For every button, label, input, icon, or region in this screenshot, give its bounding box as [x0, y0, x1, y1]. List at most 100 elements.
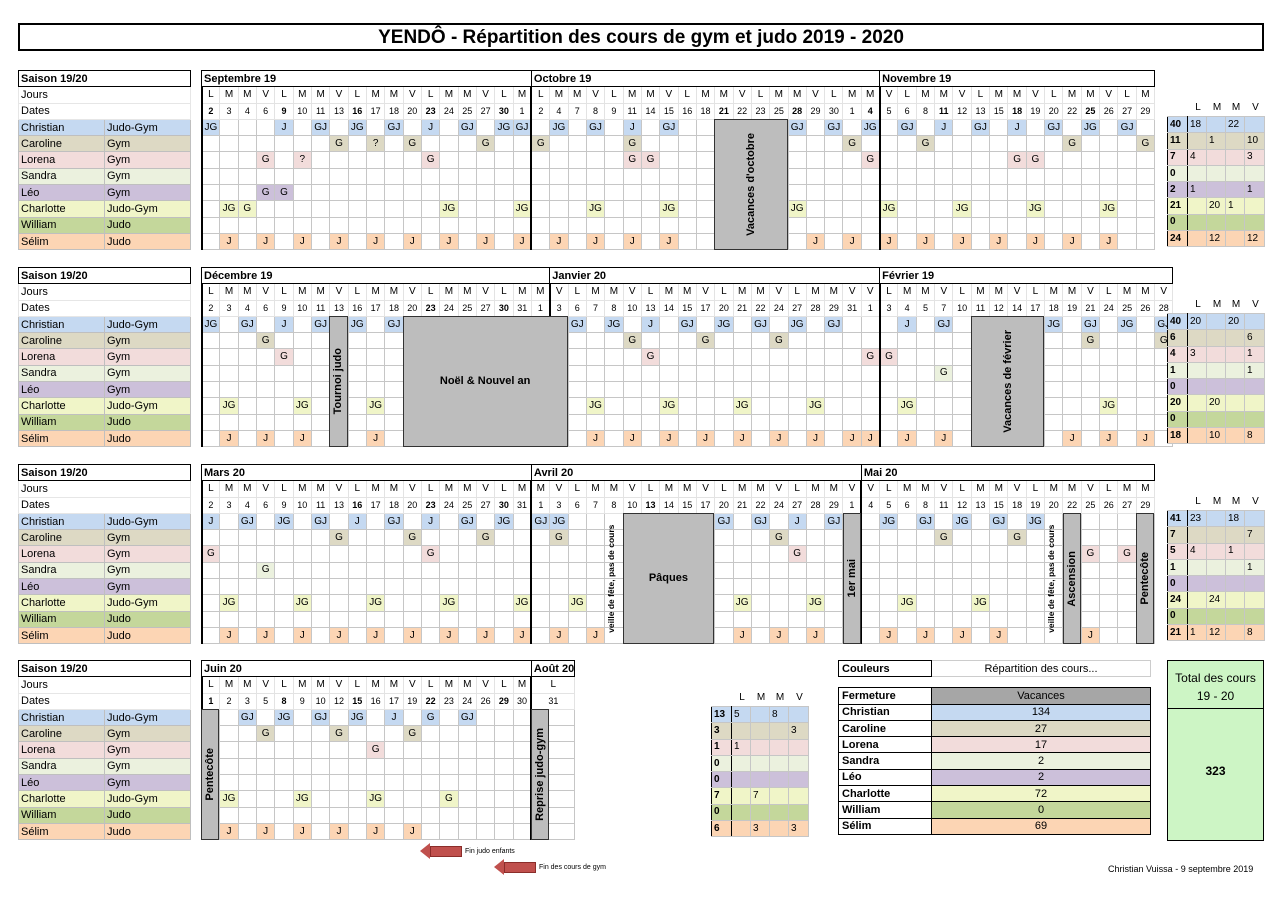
schedule-cell [439, 561, 459, 580]
date-cell: 20 [1044, 102, 1064, 120]
summary-cell [1187, 427, 1207, 445]
schedule-cell [1099, 578, 1119, 596]
day-letter: L [952, 283, 972, 301]
closure-label: Vacances de février [1001, 330, 1014, 433]
schedule-cell [787, 216, 807, 234]
schedule-cell [365, 529, 386, 547]
schedule-cell: J [732, 626, 752, 645]
schedule-cell [989, 167, 1009, 186]
schedule-cell [255, 708, 276, 727]
summary-cell [1244, 394, 1265, 412]
arrow-label: Fin des cours de gym [539, 863, 606, 871]
day-letter: M [695, 86, 716, 104]
schedule-cell [219, 757, 239, 776]
summary-cell [1206, 575, 1226, 593]
date-cell: 10 [310, 692, 331, 710]
schedule-cell: G [860, 151, 881, 169]
schedule-cell [787, 364, 807, 383]
schedule-cell: J [878, 232, 899, 251]
schedule-cell: GJ [750, 315, 771, 334]
schedule-cell [640, 216, 661, 234]
schedule-cell [732, 529, 752, 547]
schedule-cell [457, 167, 477, 186]
schedule-cell [402, 200, 422, 218]
schedule-cell [549, 167, 569, 186]
schedule-cell [934, 594, 954, 612]
schedule-cell [439, 610, 459, 628]
closure-label: Pentecôte [1138, 552, 1151, 605]
schedule-cell [805, 529, 826, 547]
schedule-cell: JG [292, 397, 312, 415]
schedule-cell [292, 806, 312, 824]
summary-cell [1206, 345, 1226, 363]
schedule-cell [255, 397, 276, 415]
schedule-cell [384, 545, 404, 563]
schedule-cell [952, 429, 972, 448]
date-cell: 13 [329, 102, 349, 120]
schedule-cell [714, 348, 734, 366]
schedule-cell [824, 578, 844, 596]
summary-cell: 3 [788, 820, 809, 838]
schedule-cell [1080, 184, 1101, 202]
schedule-cell [1044, 184, 1064, 202]
schedule-cell [530, 200, 551, 218]
schedule-cell [897, 151, 917, 169]
summary-cell [1244, 378, 1265, 396]
schedule-cell: J [915, 626, 936, 645]
schedule-cell [750, 626, 771, 645]
schedule-cell [787, 413, 807, 431]
summary-cell [1206, 558, 1226, 577]
schedule-cell [897, 135, 917, 153]
schedule-cell [1099, 118, 1119, 137]
schedule-cell: J [255, 822, 276, 841]
schedule-cell [237, 184, 257, 202]
schedule-cell [292, 741, 312, 759]
schedule-cell [292, 725, 312, 743]
schedule-cell [860, 167, 881, 186]
schedule-cell [952, 594, 972, 612]
schedule-cell [292, 216, 312, 234]
schedule-cell [897, 200, 917, 218]
schedule-cell [860, 364, 881, 383]
date-cell: 3 [219, 299, 239, 317]
schedule-cell: GJ [824, 118, 844, 137]
summary-cell [1225, 181, 1245, 199]
schedule-cell [970, 512, 991, 531]
schedule-cell [475, 594, 496, 612]
schedule-cell [1025, 184, 1046, 202]
day-letter: L [274, 86, 294, 104]
schedule-cell [530, 118, 551, 137]
day-letter: M [365, 86, 386, 104]
schedule-cell [677, 397, 697, 415]
schedule-cell [310, 757, 331, 776]
date-cell: 2 [219, 692, 239, 710]
schedule-cell [1007, 135, 1027, 153]
schedule-cell [824, 232, 844, 251]
schedule-cell [475, 545, 496, 563]
schedule-cell [274, 200, 294, 218]
schedule-cell: G [640, 151, 661, 169]
schedule-cell: J [329, 232, 349, 251]
schedule-cell: J [439, 232, 459, 251]
schedule-cell: G [237, 200, 257, 218]
summary-cell [1187, 132, 1207, 150]
date-cell: 4 [860, 102, 881, 120]
date-cell: 6 [255, 299, 276, 317]
summary-cell [1225, 148, 1245, 166]
schedule-cell: G [402, 529, 422, 547]
person-activity: Judo-Gym [104, 708, 191, 727]
date-cell: 18 [1007, 102, 1027, 120]
schedule-cell: JG [365, 397, 386, 415]
schedule-cell [255, 348, 276, 366]
summary-cell: 6 [711, 820, 732, 838]
date-cell: 18 [695, 102, 716, 120]
schedule-cell [1062, 118, 1082, 137]
date-cell: 14 [659, 299, 679, 317]
summary-cell: 2 [1167, 181, 1188, 199]
schedule-cell [824, 348, 844, 366]
schedule-cell [1117, 200, 1137, 218]
day-letter: M [457, 283, 477, 301]
date-cell: 8 [604, 299, 624, 317]
schedule-cell [420, 135, 441, 153]
summary-cell [1244, 575, 1265, 593]
